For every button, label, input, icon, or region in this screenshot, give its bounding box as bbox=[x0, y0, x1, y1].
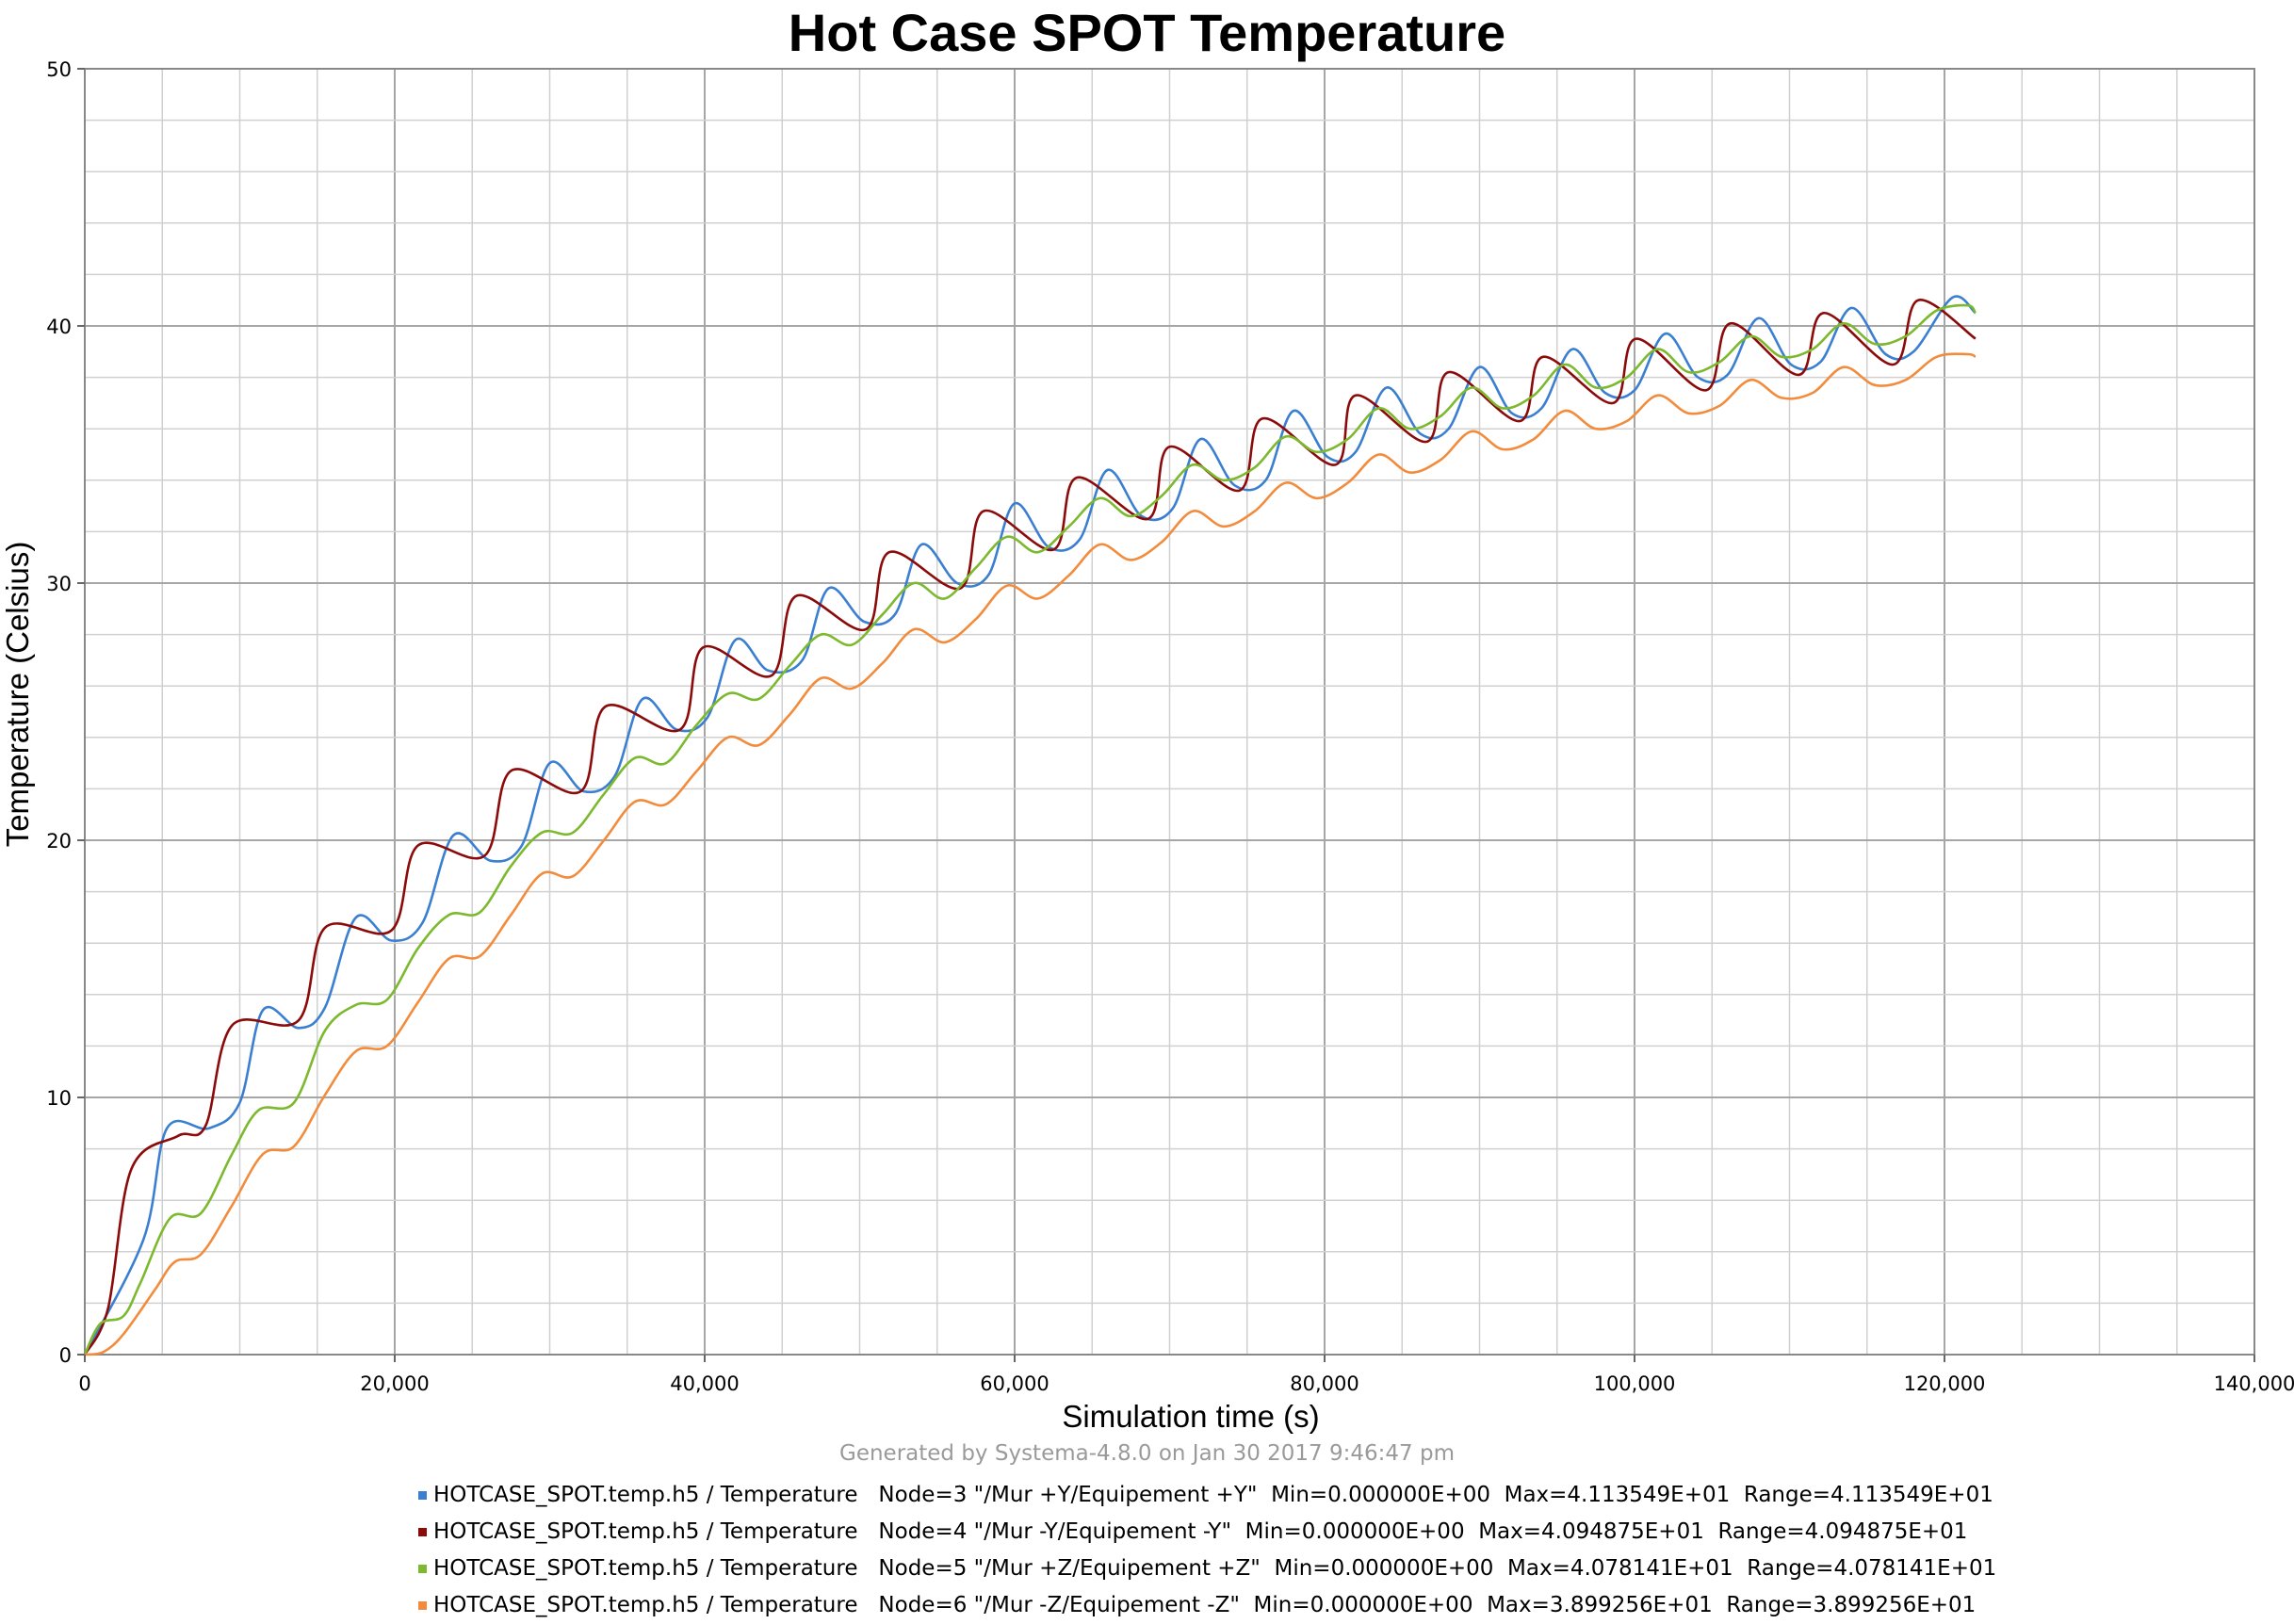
chart-title: Hot Case SPOT Temperature bbox=[788, 3, 1506, 62]
x-tick-label: 100,000 bbox=[1594, 1372, 1676, 1395]
x-tick-label: 40,000 bbox=[670, 1372, 739, 1395]
legend-swatch bbox=[418, 1601, 427, 1610]
legend-label: HOTCASE_SPOT.temp.h5 / Temperature Node=… bbox=[433, 1519, 1968, 1544]
x-tick-label: 120,000 bbox=[1904, 1372, 1986, 1395]
x-tick-label: 140,000 bbox=[2214, 1372, 2294, 1395]
y-tick-label: 20 bbox=[46, 830, 72, 853]
series-lines bbox=[83, 295, 1977, 1356]
legend-item: HOTCASE_SPOT.temp.h5 / Temperature Node=… bbox=[418, 1551, 1996, 1587]
legend-item: HOTCASE_SPOT.temp.h5 / Temperature Node=… bbox=[418, 1514, 1996, 1551]
legend-item: HOTCASE_SPOT.temp.h5 / Temperature Node=… bbox=[418, 1477, 1996, 1514]
y-axis-label: Temperature (Celsius) bbox=[0, 542, 35, 848]
legend-swatch bbox=[418, 1565, 427, 1573]
x-tick-label: 20,000 bbox=[360, 1372, 429, 1395]
legend-label: HOTCASE_SPOT.temp.h5 / Temperature Node=… bbox=[433, 1556, 1997, 1581]
y-tick-label: 0 bbox=[59, 1344, 72, 1367]
generated-by-footer: Generated by Systema-4.8.0 on Jan 30 201… bbox=[839, 1441, 1455, 1466]
x-axis-ticks: 0 20,000 40,000 60,000 80,000 100,000 120,000 1… bbox=[78, 1355, 2294, 1395]
legend-item: HOTCASE_SPOT.temp.h5 / Temperature Node=… bbox=[418, 1587, 1996, 1624]
y-tick-label: 50 bbox=[46, 58, 72, 81]
series-line-node-4 bbox=[83, 299, 1977, 1356]
y-tick-label: 30 bbox=[46, 573, 72, 595]
x-tick-label: 60,000 bbox=[980, 1372, 1049, 1395]
series-line-node-5 bbox=[83, 303, 1977, 1356]
y-axis-ticks: 0 10 20 30 40 50 bbox=[46, 58, 85, 1367]
series-line-node-3 bbox=[83, 295, 1977, 1356]
legend-label: HOTCASE_SPOT.temp.h5 / Temperature Node=… bbox=[433, 1483, 1993, 1507]
y-tick-label: 10 bbox=[46, 1087, 72, 1110]
legend-label: HOTCASE_SPOT.temp.h5 / Temperature Node=… bbox=[433, 1593, 1977, 1617]
x-axis-label: Simulation time (s) bbox=[1062, 1399, 1319, 1434]
legend-swatch bbox=[418, 1528, 427, 1536]
x-tick-label: 0 bbox=[78, 1372, 90, 1395]
legend-swatch bbox=[418, 1491, 427, 1500]
plot-frame bbox=[84, 68, 2255, 1356]
y-tick-label: 40 bbox=[46, 316, 72, 338]
grid bbox=[84, 68, 2255, 1356]
legend: HOTCASE_SPOT.temp.h5 / Temperature Node=… bbox=[418, 1477, 1996, 1624]
series-line-node-6 bbox=[84, 352, 1977, 1356]
x-tick-label: 80,000 bbox=[1290, 1372, 1359, 1395]
